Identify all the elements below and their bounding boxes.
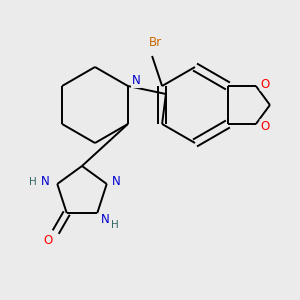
Text: H: H (111, 220, 119, 230)
Text: N: N (101, 212, 110, 226)
Text: O: O (43, 234, 52, 247)
Text: N: N (112, 176, 121, 188)
Text: Br: Br (148, 35, 162, 49)
Text: N: N (131, 74, 140, 88)
Text: N: N (41, 176, 50, 188)
Text: O: O (260, 119, 269, 133)
Text: O: O (260, 77, 269, 91)
Text: H: H (29, 177, 37, 187)
